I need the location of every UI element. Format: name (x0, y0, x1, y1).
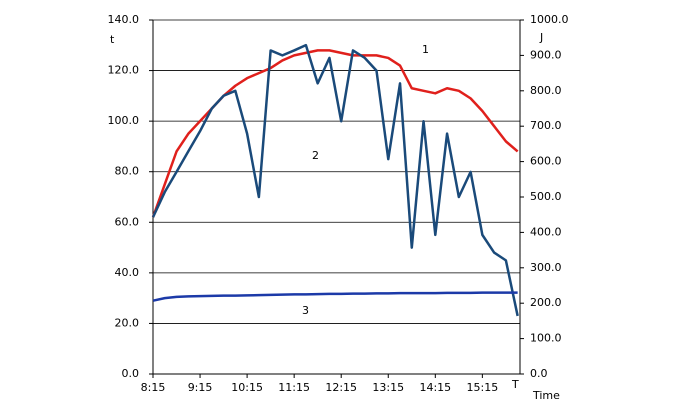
data-line (152, 291, 518, 302)
x-tick-label: 10:15 (231, 381, 263, 394)
y2-tick-label: 600.0 (530, 155, 562, 168)
y-tick-label: 40.0 (115, 266, 140, 279)
y2-axis-label: J (539, 31, 543, 44)
data-line (151, 49, 519, 218)
y2-tick-label: 500.0 (530, 190, 562, 203)
y2-tick-label: 100.0 (530, 332, 562, 345)
annotation: 1 (422, 43, 429, 56)
y2-tick-label: 800.0 (530, 84, 562, 97)
y-axis-label: t (110, 33, 115, 46)
y-tick-label: 20.0 (115, 316, 140, 329)
x-tick-label: 9:15 (188, 381, 213, 394)
y-tick-label: 120.0 (108, 64, 140, 77)
y2-tick-label: 1000.0 (530, 13, 569, 26)
y2-tick-label: 400.0 (530, 225, 562, 238)
y2-tick-label: 700.0 (530, 119, 562, 132)
data-line (151, 43, 519, 317)
x-tick-label: 11:15 (278, 381, 310, 394)
x-axis-label: T (511, 378, 519, 391)
y-tick-label: 60.0 (115, 215, 140, 228)
y2-tick-label: 900.0 (530, 48, 562, 61)
x-tick-label: 8:15 (141, 381, 166, 394)
y2-tick-label: 0.0 (530, 367, 548, 380)
x-axis-label: Time (532, 389, 560, 402)
annotation: 3 (302, 304, 309, 317)
y-tick-label: 0.0 (122, 367, 140, 380)
annotation: 2 (312, 149, 319, 162)
x-tick-label: 12:15 (325, 381, 357, 394)
y-tick-label: 100.0 (108, 114, 140, 127)
x-tick-label: 15:15 (467, 381, 499, 394)
y-tick-label: 80.0 (115, 165, 140, 178)
x-tick-label: 13:15 (372, 381, 404, 394)
y2-tick-label: 200.0 (530, 296, 562, 309)
x-tick-label: 14:15 (419, 381, 451, 394)
y2-tick-label: 300.0 (530, 261, 562, 274)
y-tick-label: 140.0 (108, 13, 140, 26)
